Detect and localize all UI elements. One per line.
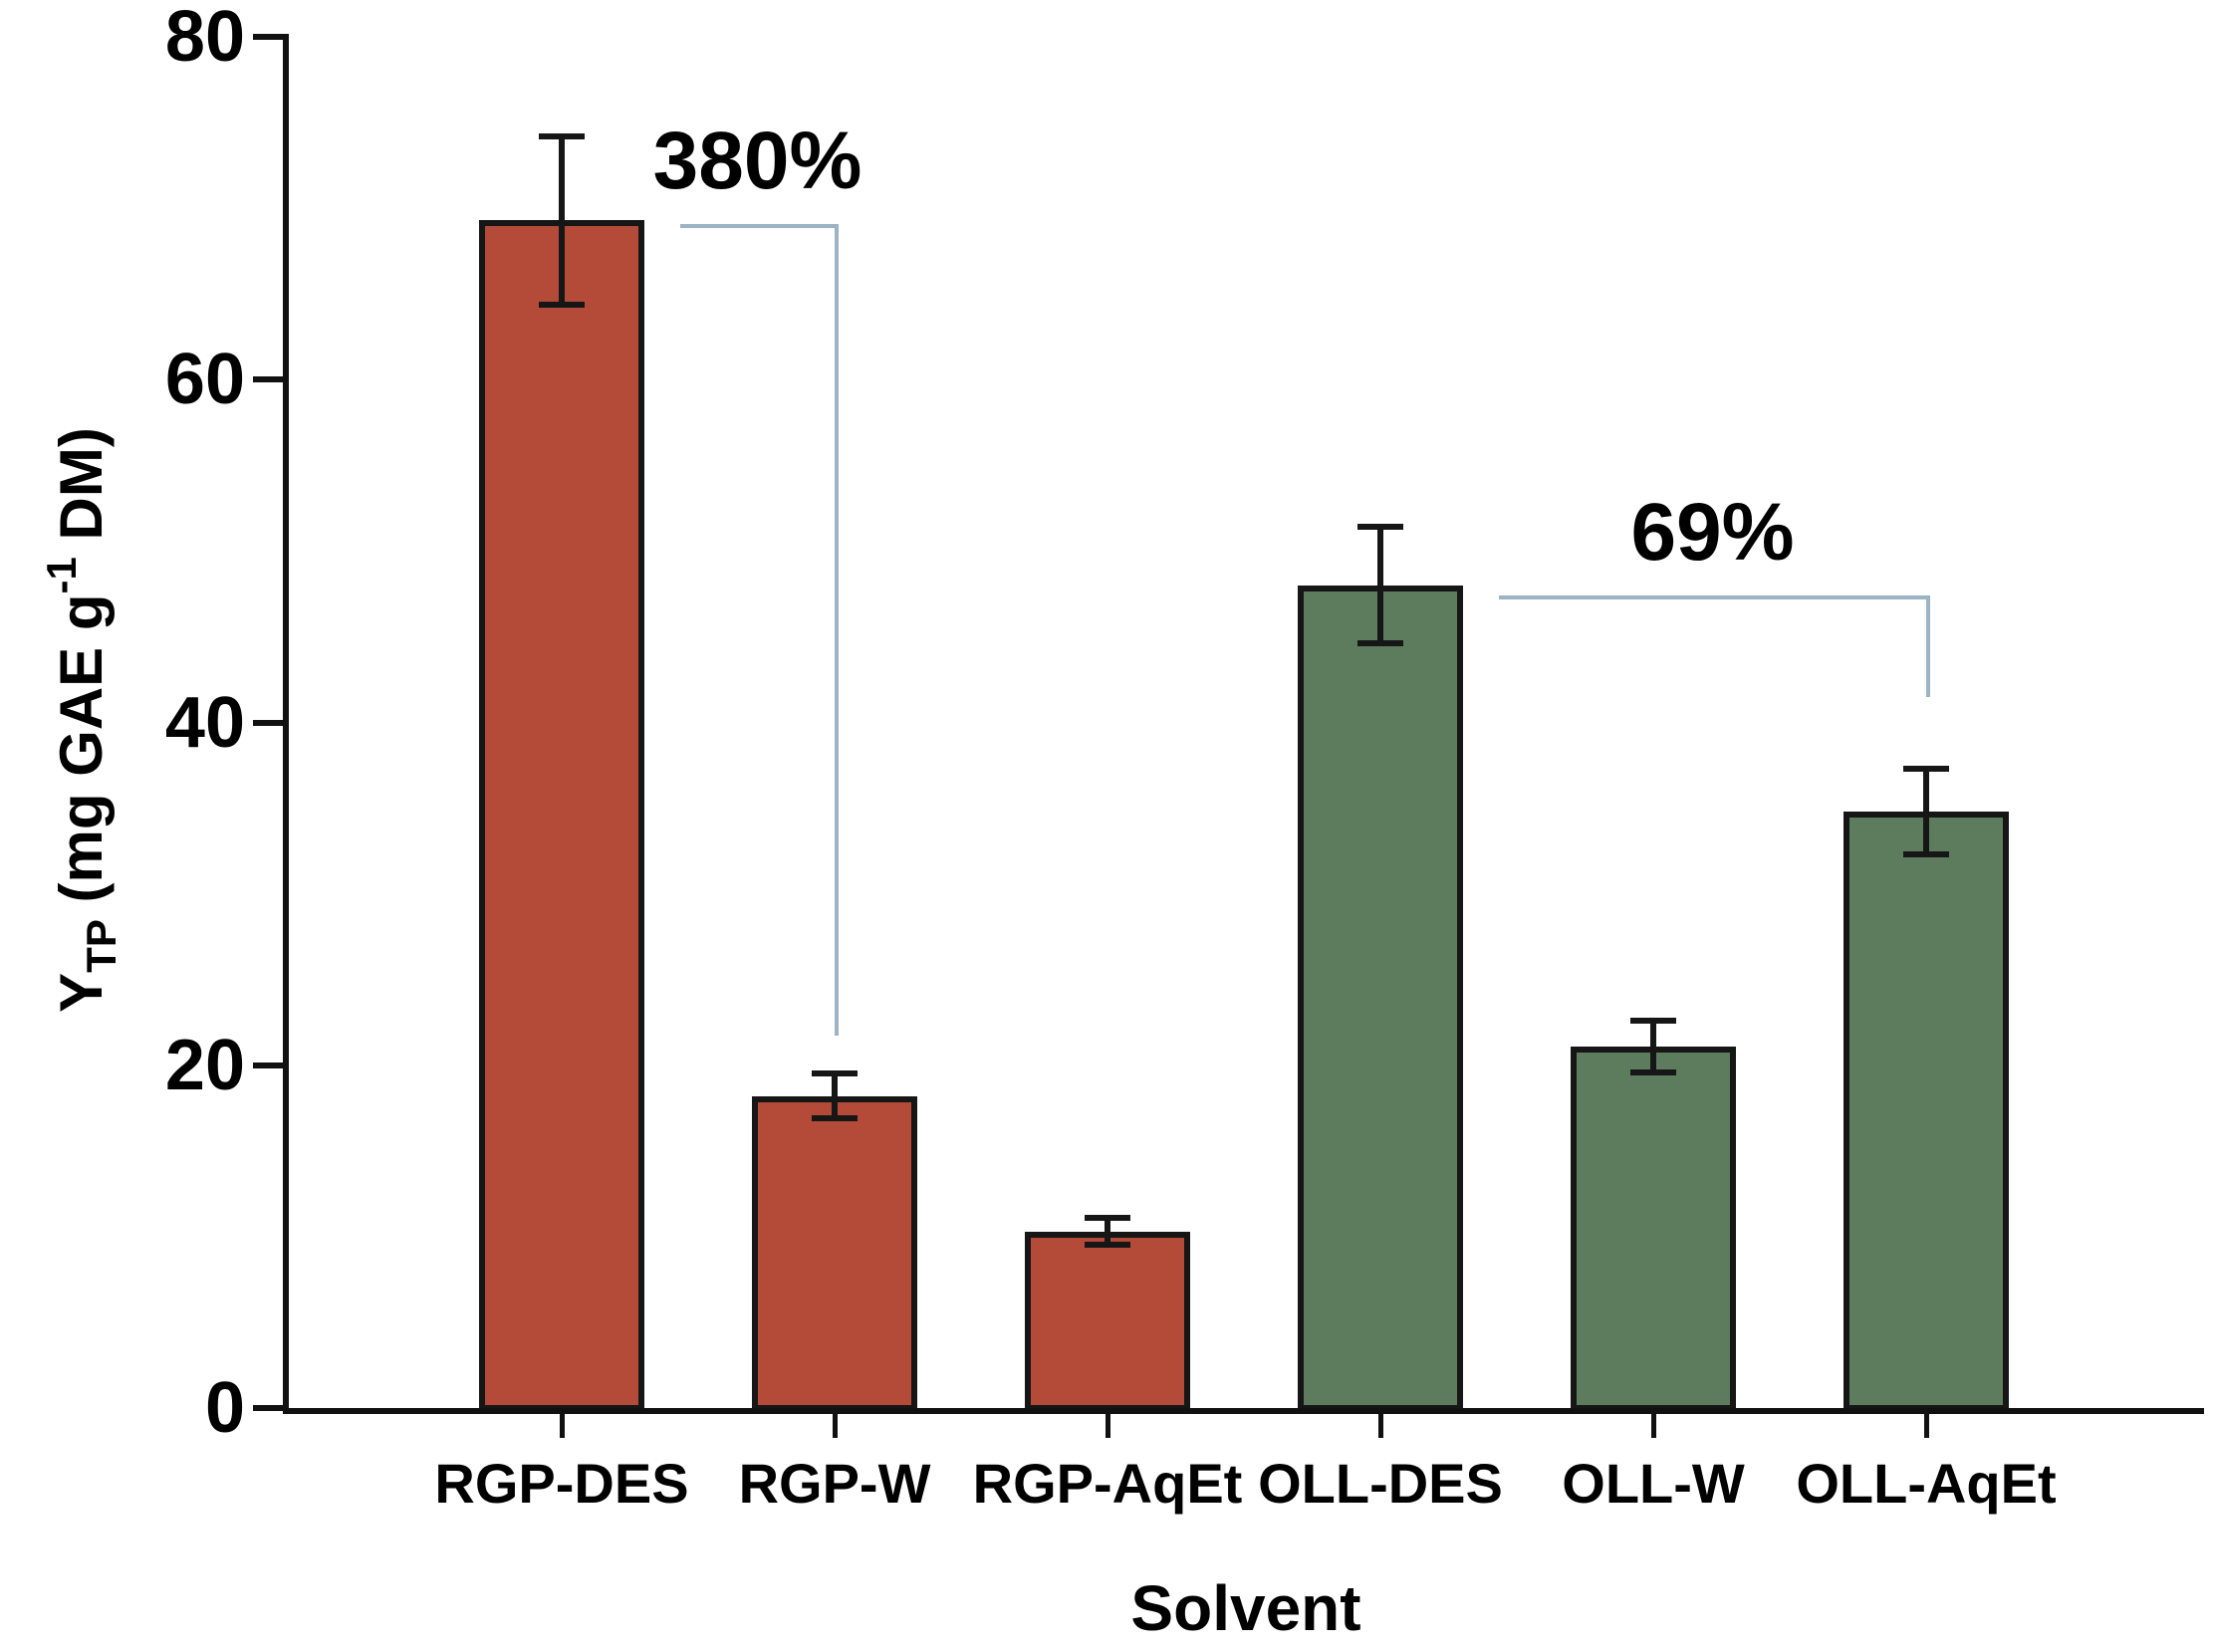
bar-oll-aqet — [1844, 812, 2009, 1411]
x-tick — [1377, 1414, 1383, 1438]
error-bar-line-oll-des — [1377, 527, 1383, 644]
y-tick — [253, 376, 283, 383]
error-bar-cap-bottom-rgp-des — [539, 301, 585, 308]
y-axis-line — [283, 34, 289, 1414]
error-bar-cap-top-rgp-w — [812, 1070, 858, 1077]
error-bar-cap-top-rgp-des — [539, 132, 585, 139]
error-bar-cap-bottom-rgp-w — [812, 1115, 858, 1122]
x-tick — [559, 1414, 565, 1438]
bar-oll-des — [1298, 585, 1463, 1411]
y-tick — [253, 1062, 283, 1068]
x-category-label-rgp-w: RGP-W — [738, 1452, 931, 1515]
y-tick — [253, 34, 283, 40]
x-axis-title: Solvent — [1130, 1572, 1361, 1644]
annotation-bracket-v-1 — [1926, 595, 1930, 697]
x-tick — [1650, 1414, 1656, 1438]
error-bar-cap-top-rgp-aqet — [1085, 1214, 1130, 1221]
y-axis-title-suffix: DM) — [48, 427, 115, 558]
y-tick-label: 60 — [164, 340, 245, 420]
x-category-label-rgp-aqet: RGP-AqEt — [972, 1452, 1243, 1515]
bar-rgp-w — [752, 1095, 917, 1411]
y-tick-label: 0 — [204, 1368, 245, 1448]
annotation-bracket-h-0 — [680, 223, 839, 228]
error-bar-cap-top-oll-des — [1357, 524, 1403, 531]
x-tick — [832, 1414, 838, 1438]
error-bar-cap-bottom-oll-aqet — [1903, 851, 1949, 858]
error-bar-cap-top-oll-w — [1630, 1017, 1676, 1024]
x-category-label-oll-des: OLL-DES — [1258, 1452, 1503, 1515]
error-bar-line-rgp-des — [559, 135, 565, 305]
x-axis-line — [284, 1408, 2204, 1414]
error-bar-line-oll-aqet — [1923, 768, 1929, 855]
y-axis-title-middle: (mg GAE g — [48, 593, 115, 920]
bar-rgp-des — [479, 220, 644, 1411]
annotation-label: 380% — [652, 115, 862, 206]
error-bar-cap-top-oll-aqet — [1903, 765, 1949, 772]
x-category-label-rgp-des: RGP-DES — [434, 1452, 689, 1515]
annotation-bracket-v-0 — [835, 223, 839, 1037]
y-axis-title: YTP (mg GAE g-1 DM) — [0, 222, 126, 1218]
y-tick-label: 80 — [164, 0, 245, 77]
y-axis-title-subscript: TP — [78, 919, 124, 973]
error-bar-cap-bottom-oll-des — [1357, 640, 1403, 647]
annotation-label: 69% — [1630, 487, 1795, 579]
y-tick-label: 40 — [164, 682, 245, 763]
y-axis-title-prefix: Y — [48, 972, 115, 1013]
error-bar-line-rgp-w — [832, 1073, 838, 1119]
error-bar-cap-bottom-oll-w — [1630, 1068, 1676, 1075]
error-bar-line-rgp-aqet — [1105, 1217, 1110, 1246]
y-tick-label: 20 — [164, 1025, 245, 1105]
x-category-label-oll-aqet: OLL-AqEt — [1796, 1452, 2057, 1515]
bar-rgp-aqet — [1025, 1231, 1190, 1411]
error-bar-line-oll-w — [1650, 1020, 1656, 1072]
bar-oll-w — [1571, 1046, 1736, 1411]
y-axis-title-superscript: -1 — [38, 557, 85, 594]
x-category-label-oll-w: OLL-W — [1562, 1452, 1745, 1515]
x-tick — [1105, 1414, 1110, 1438]
annotation-bracket-h-1 — [1499, 595, 1930, 600]
y-tick — [253, 1405, 283, 1411]
y-tick — [253, 719, 283, 726]
error-bar-cap-bottom-rgp-aqet — [1085, 1242, 1130, 1249]
x-tick — [1923, 1414, 1929, 1438]
